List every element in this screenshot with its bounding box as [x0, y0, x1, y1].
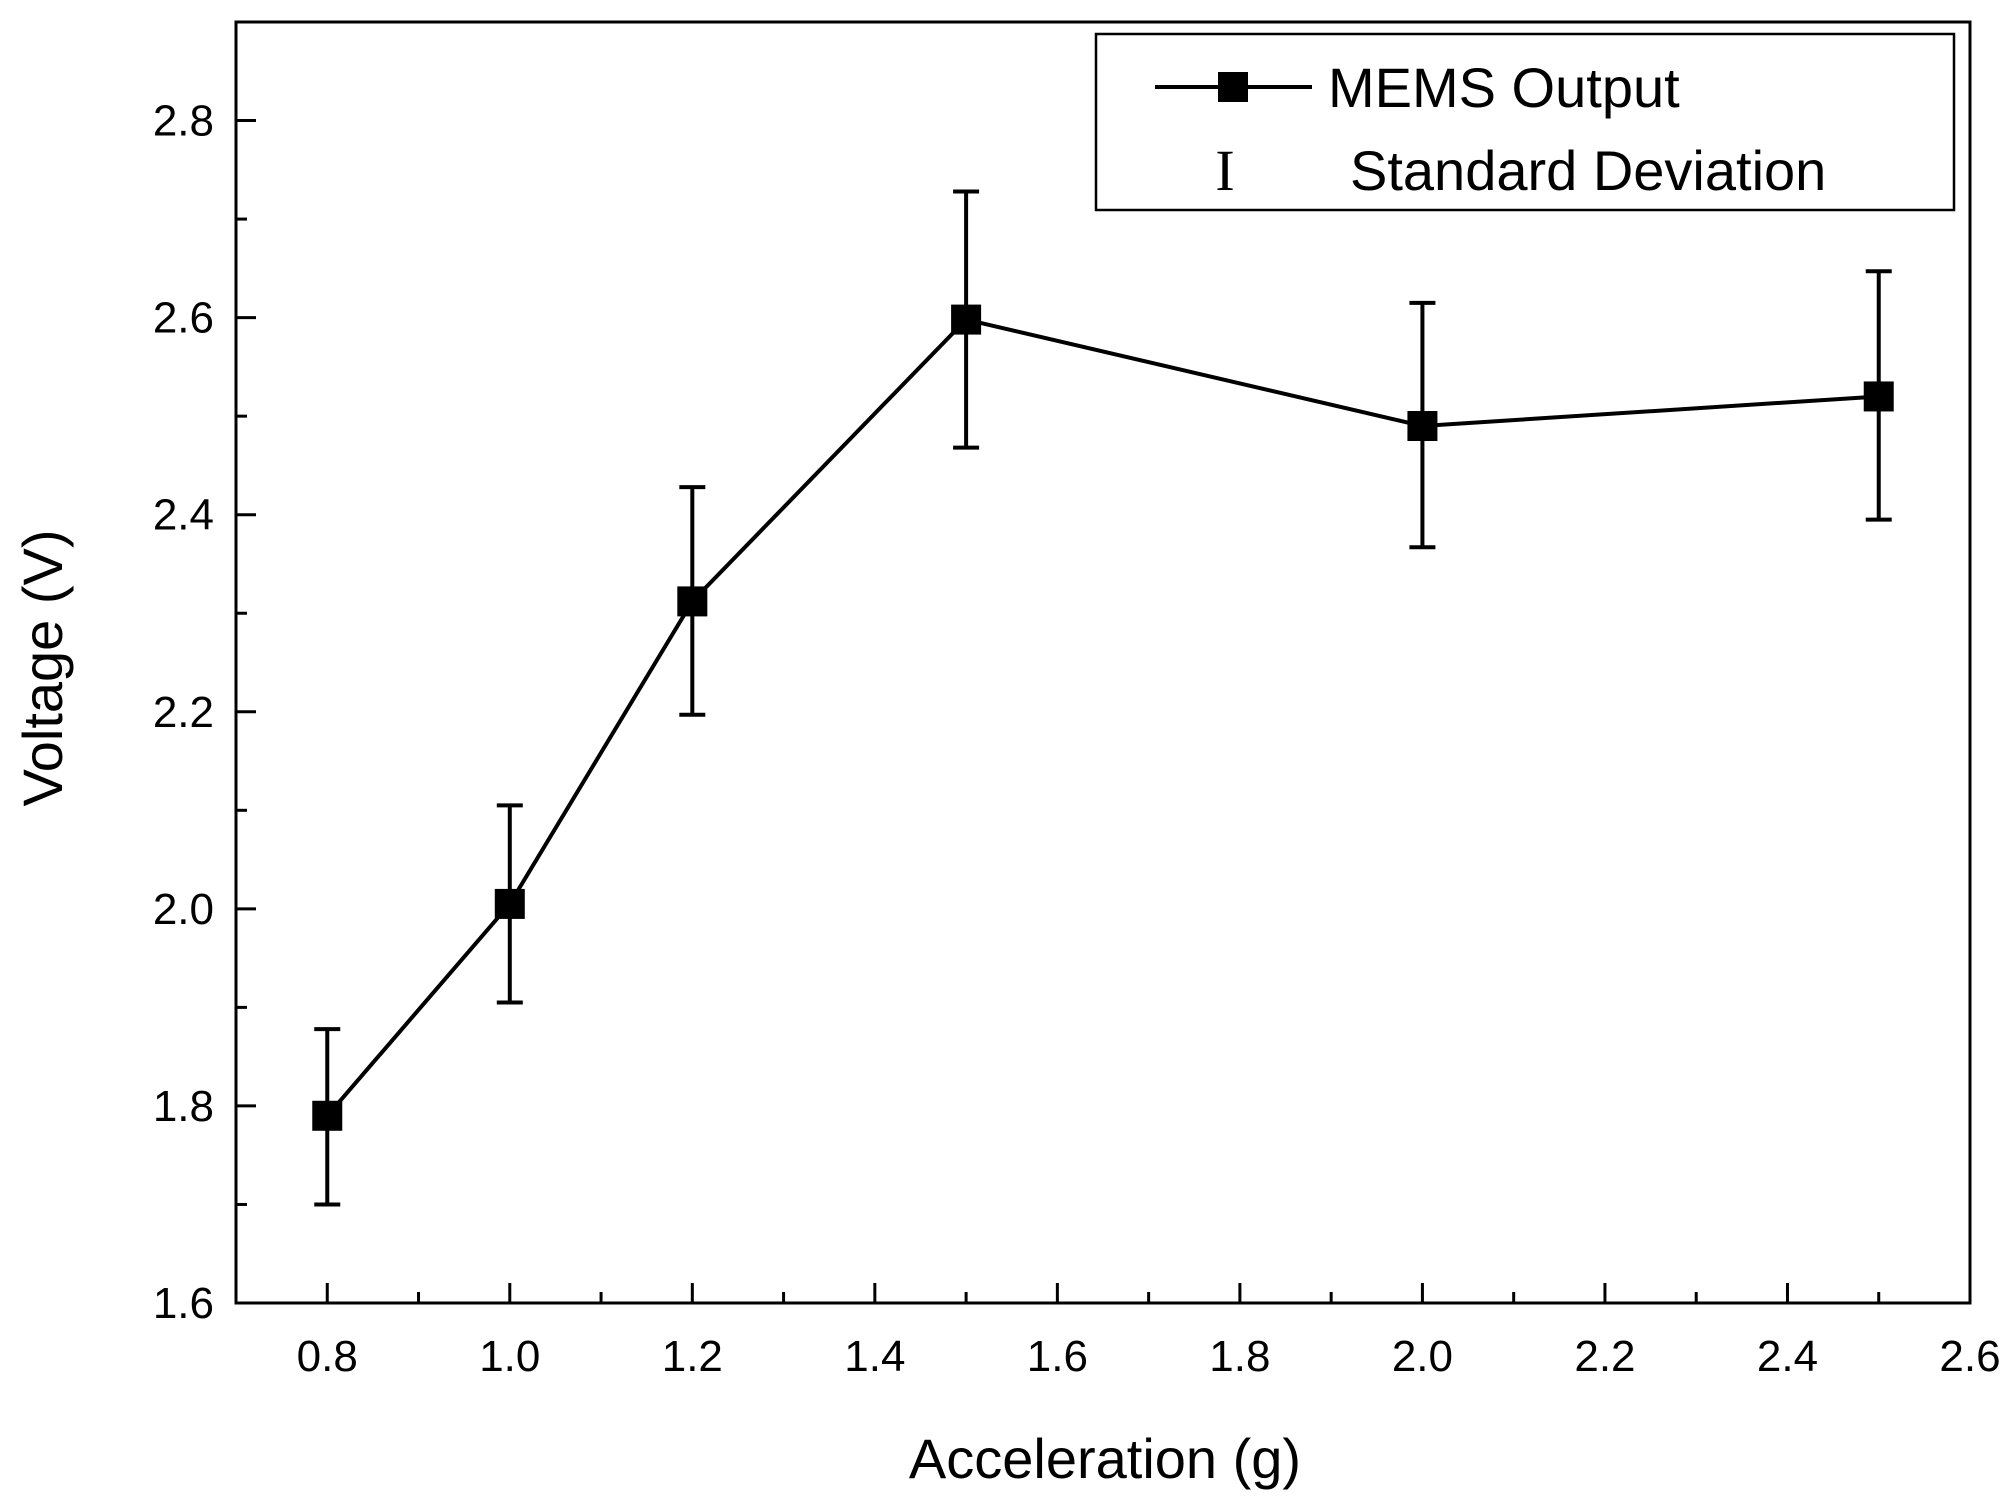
y-tick-label: 2.2 [153, 688, 214, 737]
data-series [312, 189, 1894, 1207]
legend: MEMS Output I Standard Deviation [1094, 32, 1956, 212]
x-tick-label: 1.8 [1209, 1332, 1270, 1381]
data-point-marker [951, 304, 982, 335]
legend-square-marker-icon [1218, 72, 1248, 102]
y-axis-title: Voltage (V) [11, 529, 74, 806]
x-tick-label: 2.0 [1392, 1332, 1453, 1381]
data-point-marker [312, 1100, 343, 1131]
data-point-marker [677, 586, 708, 617]
axes [234, 20, 1972, 1305]
series-line [325, 317, 1879, 1118]
x-tick-label: 1.0 [479, 1332, 540, 1381]
x-tick-label: 2.6 [1939, 1332, 2000, 1381]
legend-box [1094, 32, 1956, 212]
x-tick-label: 2.4 [1757, 1332, 1818, 1381]
data-point-marker [1407, 411, 1438, 442]
x-tick-label: 1.4 [844, 1332, 905, 1381]
data-point-marker [1863, 381, 1894, 412]
legend-label-standard-deviation: Standard Deviation [1350, 139, 1826, 202]
x-tick-label: 2.2 [1574, 1332, 1635, 1381]
y-tick-label: 2.8 [153, 97, 214, 146]
data-point-marker [494, 888, 525, 919]
x-tick-label: 0.8 [297, 1332, 358, 1381]
y-tick-label: 1.8 [153, 1082, 214, 1131]
y-tick-label: 2.6 [153, 294, 214, 343]
x-tick-label: 1.2 [662, 1332, 723, 1381]
legend-error-bar-icon: I [1215, 138, 1234, 203]
plot-frame [234, 20, 1972, 1305]
legend-label-mems-output: MEMS Output [1328, 56, 1680, 119]
x-axis-title: Acceleration (g) [909, 1427, 1301, 1490]
x-tick-label: 1.6 [1027, 1332, 1088, 1381]
y-tick-label: 2.0 [153, 885, 214, 934]
y-tick-label: 1.6 [153, 1279, 214, 1328]
ticks: 0.8 1.0 1.2 1.4 1.6 1.8 2.0 2.2 2.4 2.6 1.6 1.8 2.0 2… [153, 20, 2001, 1381]
y-tick-label: 2.4 [153, 491, 214, 540]
